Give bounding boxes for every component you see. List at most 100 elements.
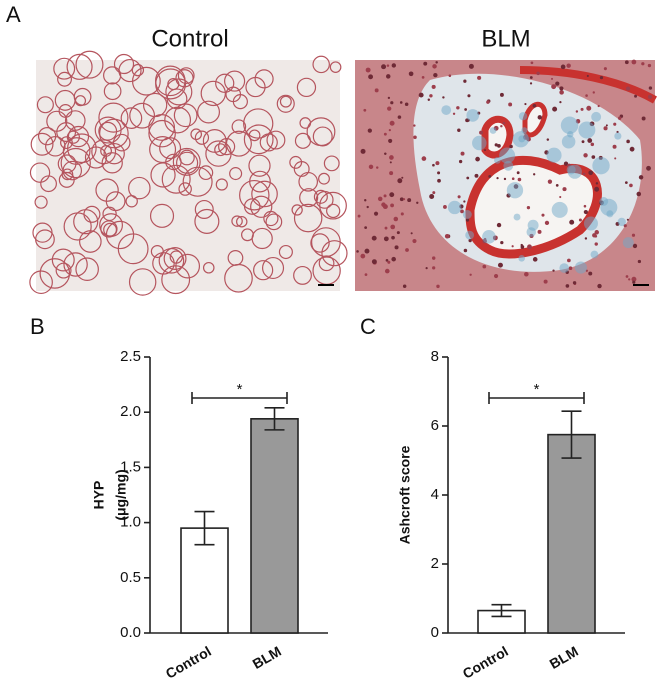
cell — [399, 197, 404, 202]
alveolus — [149, 203, 175, 228]
alveolus — [279, 95, 292, 108]
cell — [408, 71, 414, 77]
collagen — [567, 164, 582, 179]
alveolus — [149, 136, 177, 164]
cell — [465, 218, 470, 222]
cell — [500, 241, 504, 245]
cell — [390, 224, 396, 230]
alveolus — [36, 96, 54, 114]
cell — [377, 196, 383, 202]
alveolus — [60, 147, 91, 179]
cell — [442, 96, 445, 99]
cell — [363, 108, 367, 112]
cell — [437, 171, 441, 175]
alveolus — [29, 270, 53, 295]
alveolus — [321, 240, 348, 267]
alveolus — [64, 110, 86, 131]
alveolus — [214, 143, 228, 157]
cell — [433, 72, 438, 78]
cell — [511, 177, 515, 181]
cell — [532, 257, 538, 262]
cell — [590, 142, 595, 147]
cell — [543, 279, 548, 284]
cell — [448, 74, 452, 77]
cell — [628, 278, 631, 281]
cell — [384, 152, 387, 155]
alveolus — [112, 133, 131, 152]
cell — [624, 60, 629, 65]
cell — [581, 140, 585, 144]
collagen — [462, 210, 472, 219]
alveolus — [198, 165, 214, 181]
alveolus — [293, 265, 312, 285]
cell — [646, 165, 651, 171]
cell — [559, 90, 564, 95]
alveolus — [177, 67, 195, 85]
cell — [432, 266, 436, 270]
alveolus — [103, 66, 122, 85]
cell — [594, 234, 598, 238]
cell — [546, 138, 550, 141]
cell — [496, 222, 502, 228]
alveolus — [296, 77, 317, 98]
cell — [555, 81, 560, 86]
alveolus — [66, 130, 80, 144]
collagen — [506, 182, 524, 199]
cell — [432, 64, 437, 69]
cell — [463, 248, 468, 253]
alveolus — [62, 137, 91, 165]
y-tick-label: 1.5 — [120, 458, 141, 475]
cell — [502, 121, 506, 125]
cell — [463, 79, 467, 83]
cell — [496, 177, 499, 180]
cell — [599, 75, 604, 80]
cell — [624, 181, 628, 184]
cell — [591, 155, 596, 159]
cell — [410, 232, 413, 235]
cell — [373, 211, 379, 216]
alveolus — [236, 215, 248, 228]
cell — [638, 175, 644, 180]
alveolus — [34, 195, 48, 209]
alveolus — [243, 108, 274, 139]
collagen — [527, 219, 539, 231]
alveolus — [178, 182, 192, 196]
cell — [468, 63, 474, 69]
collagen — [591, 111, 602, 122]
alveolus — [75, 257, 99, 282]
cell — [585, 94, 588, 97]
alveolus — [319, 191, 347, 220]
cell — [376, 166, 379, 169]
cell — [583, 204, 587, 208]
cell — [460, 209, 464, 214]
cell — [493, 273, 499, 279]
cell — [494, 143, 498, 147]
cell — [371, 235, 377, 241]
alveolus — [79, 230, 102, 253]
cell — [497, 262, 503, 268]
alveolus — [241, 228, 254, 242]
cell — [583, 209, 588, 215]
x-tick-label: BLM — [547, 643, 581, 672]
cell — [463, 200, 466, 203]
alveolus — [150, 244, 164, 259]
cell — [427, 98, 431, 101]
alveolus — [103, 142, 125, 165]
cell — [582, 172, 586, 176]
alveolus — [66, 53, 93, 80]
cell — [517, 177, 522, 182]
cell — [389, 120, 395, 126]
cell — [460, 151, 465, 156]
cell — [641, 62, 645, 66]
cell — [457, 195, 461, 199]
cell — [551, 77, 554, 80]
cell — [594, 186, 600, 192]
cell — [537, 229, 542, 234]
alveolus — [289, 155, 303, 169]
collagen — [551, 201, 568, 218]
alveolus — [318, 172, 330, 185]
cell — [484, 149, 487, 152]
cell — [429, 194, 435, 200]
collagen — [518, 255, 525, 262]
